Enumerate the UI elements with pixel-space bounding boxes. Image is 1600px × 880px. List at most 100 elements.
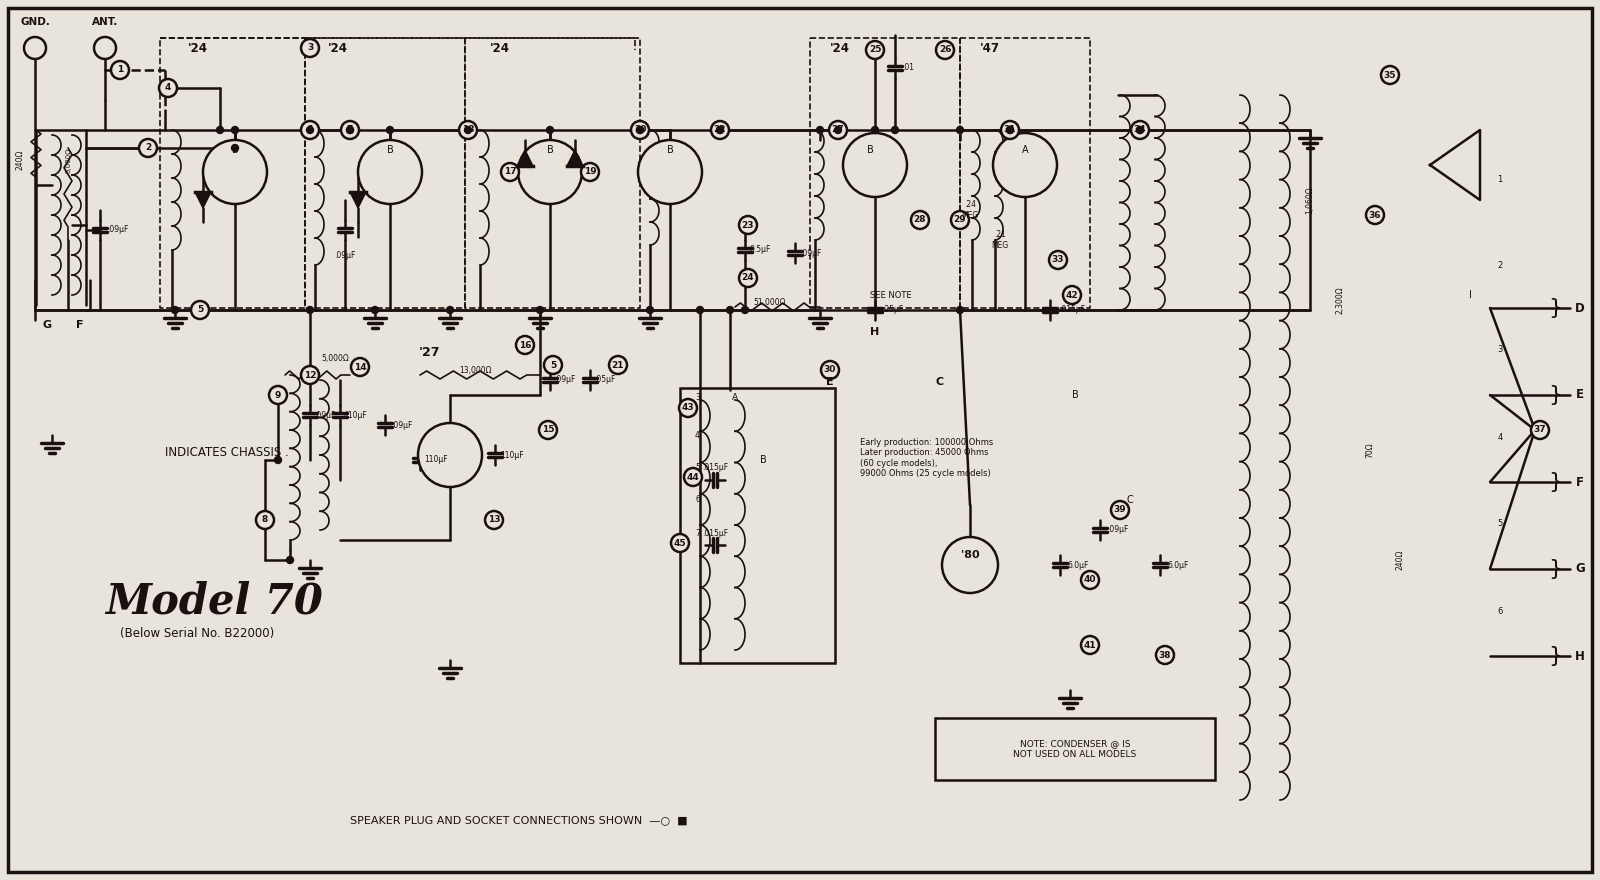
- Bar: [680, 388, 835, 663]
- Polygon shape: [350, 192, 366, 208]
- Circle shape: [544, 356, 562, 374]
- Text: ANT.: ANT.: [91, 17, 118, 27]
- Text: G: G: [43, 320, 51, 330]
- Circle shape: [739, 216, 757, 234]
- Text: 13,000Ω: 13,000Ω: [459, 365, 491, 375]
- Text: 22: 22: [714, 126, 726, 135]
- Text: 5: 5: [694, 464, 699, 473]
- Text: G: G: [1574, 562, 1586, 576]
- Circle shape: [1002, 121, 1019, 139]
- Text: (Below Serial No. B22000): (Below Serial No. B22000): [120, 627, 274, 640]
- Text: 3: 3: [307, 43, 314, 53]
- Circle shape: [942, 537, 998, 593]
- Text: '80: '80: [960, 550, 979, 560]
- Text: 39: 39: [1114, 505, 1126, 515]
- Text: }: }: [1547, 385, 1562, 405]
- Circle shape: [1381, 66, 1398, 84]
- Text: 0.5μF: 0.5μF: [749, 246, 771, 254]
- Text: .015μF: .015μF: [1059, 305, 1085, 314]
- Circle shape: [1131, 121, 1149, 139]
- Text: 29: 29: [954, 216, 966, 224]
- Text: 42: 42: [1066, 290, 1078, 299]
- Text: 45: 45: [674, 539, 686, 547]
- Circle shape: [515, 336, 534, 354]
- Text: 30: 30: [824, 365, 837, 375]
- Circle shape: [459, 121, 477, 139]
- Text: E: E: [826, 377, 834, 387]
- Circle shape: [350, 358, 370, 376]
- Circle shape: [717, 127, 723, 134]
- Text: 2,300Ω: 2,300Ω: [1336, 286, 1344, 314]
- Text: INDICATES CHASSIS .: INDICATES CHASSIS .: [165, 446, 288, 459]
- Text: F: F: [1576, 475, 1584, 488]
- Circle shape: [821, 361, 838, 379]
- Text: C: C: [936, 377, 944, 387]
- Text: .015μF: .015μF: [702, 529, 728, 538]
- Text: '27: '27: [419, 346, 440, 358]
- Text: A: A: [1022, 145, 1029, 155]
- Text: 13: 13: [488, 516, 501, 524]
- Text: NOTE: CONDENSER @ IS
NOT USED ON ALL MODELS: NOTE: CONDENSER @ IS NOT USED ON ALL MOD…: [1013, 739, 1136, 759]
- Text: 3: 3: [1498, 346, 1502, 355]
- Polygon shape: [517, 150, 533, 166]
- Circle shape: [301, 121, 318, 139]
- Circle shape: [1082, 636, 1099, 654]
- Text: B: B: [667, 145, 674, 155]
- Circle shape: [547, 127, 554, 134]
- Circle shape: [418, 423, 482, 487]
- Text: 2: 2: [1498, 260, 1502, 269]
- Circle shape: [872, 127, 878, 134]
- Text: B: B: [387, 145, 394, 155]
- Circle shape: [307, 306, 314, 313]
- Text: .09μF: .09μF: [800, 248, 822, 258]
- Text: 5,000Ω: 5,000Ω: [66, 147, 70, 172]
- Text: SEE NOTE: SEE NOTE: [870, 290, 912, 299]
- Circle shape: [1062, 286, 1082, 304]
- Text: 35: 35: [1384, 70, 1397, 79]
- Circle shape: [637, 127, 643, 134]
- Circle shape: [110, 61, 130, 79]
- Circle shape: [275, 457, 282, 464]
- Text: 16: 16: [518, 341, 531, 349]
- Text: 27: 27: [832, 126, 845, 135]
- Text: 38: 38: [1158, 650, 1171, 659]
- Text: A: A: [731, 393, 738, 402]
- Circle shape: [256, 511, 274, 529]
- Text: GND.: GND.: [21, 17, 50, 27]
- Text: 44: 44: [686, 473, 699, 481]
- Text: 15: 15: [542, 426, 554, 435]
- Text: 110μF: 110μF: [424, 456, 448, 465]
- Text: 21: 21: [611, 361, 624, 370]
- Circle shape: [1050, 251, 1067, 269]
- Circle shape: [358, 140, 422, 204]
- Circle shape: [843, 133, 907, 197]
- Text: 4: 4: [165, 84, 171, 92]
- Text: 6.0μF: 6.0μF: [1168, 561, 1189, 569]
- Circle shape: [341, 121, 358, 139]
- Circle shape: [539, 421, 557, 439]
- Circle shape: [518, 140, 582, 204]
- Circle shape: [301, 366, 318, 384]
- Text: 6.0μF: 6.0μF: [1067, 561, 1088, 569]
- Circle shape: [685, 468, 702, 486]
- Text: }: }: [1547, 472, 1562, 492]
- Text: }: }: [1547, 646, 1562, 666]
- Circle shape: [1110, 501, 1130, 519]
- Circle shape: [610, 356, 627, 374]
- Text: 33: 33: [1051, 255, 1064, 265]
- Circle shape: [950, 211, 970, 229]
- Circle shape: [726, 306, 733, 313]
- Circle shape: [936, 41, 954, 59]
- Text: 36: 36: [1368, 210, 1381, 219]
- Text: B: B: [867, 145, 874, 155]
- Circle shape: [1155, 646, 1174, 664]
- Text: 19: 19: [584, 167, 597, 177]
- Circle shape: [1136, 127, 1144, 134]
- Circle shape: [630, 121, 650, 139]
- Text: .09μF: .09μF: [392, 421, 413, 429]
- Circle shape: [387, 127, 394, 134]
- Circle shape: [171, 306, 179, 313]
- Text: B: B: [760, 455, 766, 465]
- Text: .09μF: .09μF: [314, 410, 336, 420]
- Circle shape: [994, 133, 1058, 197]
